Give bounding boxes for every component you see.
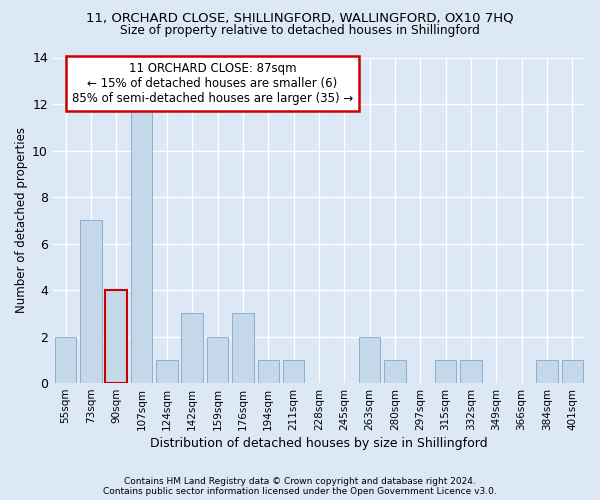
Text: Contains HM Land Registry data © Crown copyright and database right 2024.: Contains HM Land Registry data © Crown c… xyxy=(124,477,476,486)
Bar xyxy=(359,336,380,383)
Bar xyxy=(460,360,482,383)
Bar xyxy=(207,336,229,383)
Bar xyxy=(384,360,406,383)
Bar xyxy=(232,314,254,383)
Bar xyxy=(131,104,152,383)
Text: 11 ORCHARD CLOSE: 87sqm
← 15% of detached houses are smaller (6)
85% of semi-det: 11 ORCHARD CLOSE: 87sqm ← 15% of detache… xyxy=(72,62,353,106)
Bar xyxy=(55,336,76,383)
X-axis label: Distribution of detached houses by size in Shillingford: Distribution of detached houses by size … xyxy=(150,437,488,450)
Text: Contains public sector information licensed under the Open Government Licence v3: Contains public sector information licen… xyxy=(103,487,497,496)
Bar xyxy=(435,360,457,383)
Bar xyxy=(156,360,178,383)
Y-axis label: Number of detached properties: Number of detached properties xyxy=(15,128,28,314)
Text: Size of property relative to detached houses in Shillingford: Size of property relative to detached ho… xyxy=(120,24,480,37)
Bar xyxy=(536,360,558,383)
Bar xyxy=(106,290,127,383)
Bar xyxy=(257,360,279,383)
Bar xyxy=(283,360,304,383)
Bar xyxy=(562,360,583,383)
Bar xyxy=(181,314,203,383)
Bar xyxy=(80,220,101,383)
Text: 11, ORCHARD CLOSE, SHILLINGFORD, WALLINGFORD, OX10 7HQ: 11, ORCHARD CLOSE, SHILLINGFORD, WALLING… xyxy=(86,12,514,24)
